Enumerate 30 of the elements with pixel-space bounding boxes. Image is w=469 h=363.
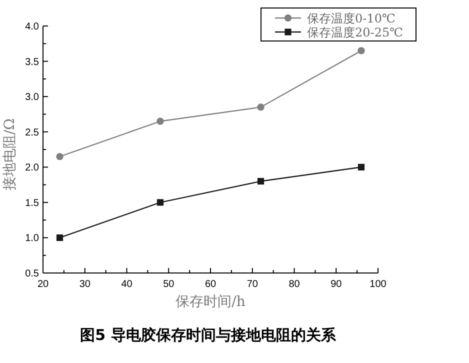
y-tick-label: 2.0	[25, 162, 40, 174]
legend-label: 保存温度20-25℃	[307, 26, 404, 40]
x-tick-label: 30	[79, 279, 91, 290]
point	[156, 118, 164, 125]
y-tick-label: 2.5	[25, 127, 40, 138]
point	[56, 234, 64, 242]
point	[257, 178, 264, 185]
x-tick-label: 90	[330, 279, 342, 290]
text: 图5 导电胶保存时间与接地电阻的关系	[80, 326, 337, 344]
y-tick-label: 3.0	[25, 92, 40, 104]
y-tick-label: 1.0	[25, 233, 40, 244]
point	[56, 152, 64, 160]
x-tick-label: 60	[204, 279, 216, 290]
point	[257, 104, 264, 111]
y-tick-label: 3.5	[25, 56, 40, 68]
x-axis-title: 保存时间/h	[176, 294, 246, 310]
x-tick-label: 40	[121, 279, 133, 290]
y-tick-label: 4.0	[25, 22, 40, 32]
legend-label: 保存温度0-10℃	[307, 12, 396, 26]
point	[358, 164, 365, 170]
x-tick-label: 70	[246, 279, 258, 290]
x-tick-label: 50	[163, 279, 175, 290]
point	[156, 199, 164, 206]
y-axis-title: 接地电阻/Ω	[2, 118, 18, 191]
x-tick-label: 100	[370, 279, 387, 290]
x-tick-label: 80	[288, 279, 300, 290]
x-tick-label: 20	[37, 279, 49, 290]
y-tick-label: 0.5	[25, 268, 40, 280]
y-tick-label: 1.5	[25, 198, 40, 209]
point	[358, 47, 365, 54]
